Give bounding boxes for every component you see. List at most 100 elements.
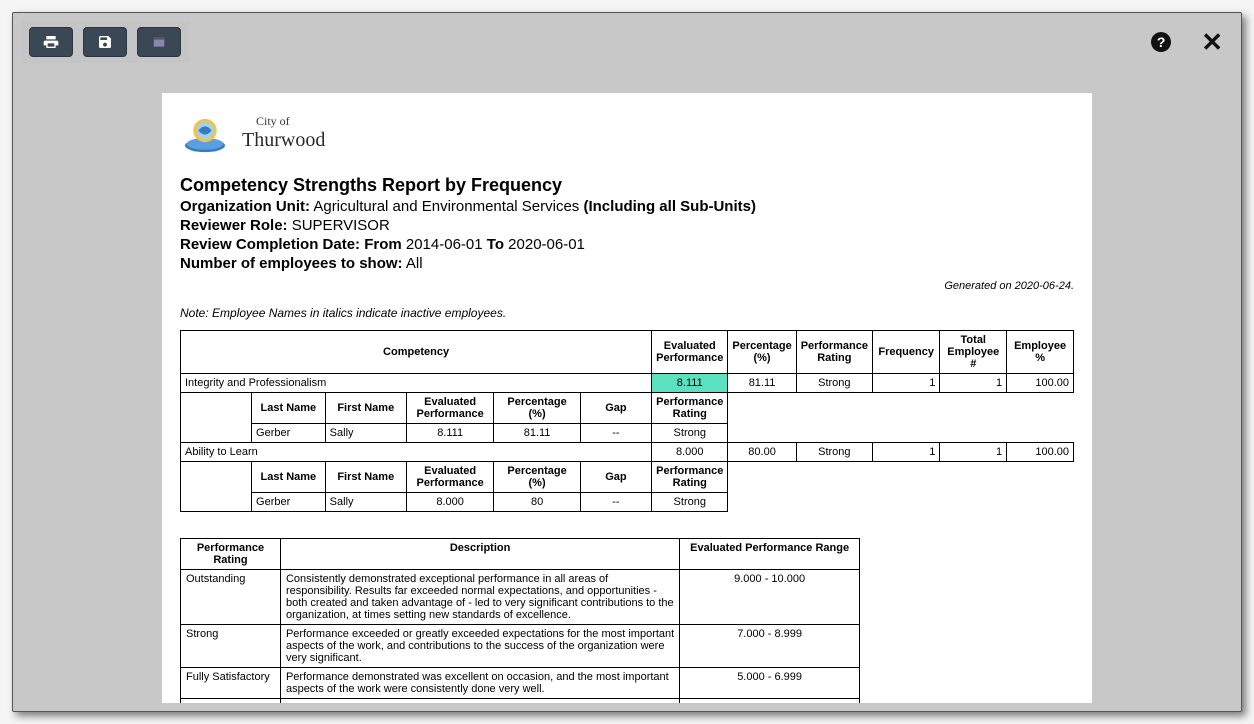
- report-window: ? ✕ City of Thurwood Competency Str: [12, 12, 1242, 712]
- rating-desc: Consistently demonstrated exceptional pe…: [280, 570, 679, 625]
- blank-cell: [181, 393, 252, 424]
- toolbar: ? ✕: [13, 13, 1241, 71]
- emp-rating: Strong: [652, 493, 728, 512]
- col-emp-pct: Employee %: [1007, 331, 1074, 374]
- rating-desc: Performance exceeded or greatly exceeded…: [280, 625, 679, 668]
- competency-name: Ability to Learn: [181, 443, 652, 462]
- col-rating-range: Evaluated Performance Range: [680, 539, 860, 570]
- competency-freq: 1: [872, 374, 939, 393]
- save-button[interactable]: [83, 27, 127, 57]
- col-perf-rating: Performance Rating: [796, 331, 872, 374]
- col-rating-name: Performance Rating: [181, 539, 281, 570]
- competency-row: Integrity and Professionalism 8.111 81.1…: [181, 374, 1074, 393]
- rating-range: 5.000 - 6.999: [680, 668, 860, 699]
- report-page: City of Thurwood Competency Strengths Re…: [162, 93, 1092, 703]
- export-word-button[interactable]: [137, 27, 181, 57]
- col-gap: Gap: [580, 393, 651, 424]
- col-competency: Competency: [181, 331, 652, 374]
- emp-pct: 81.11: [494, 424, 580, 443]
- rating-range: 9.000 - 10.000: [680, 570, 860, 625]
- org-label: Organization Unit:: [180, 198, 310, 215]
- rating-desc: Performance in many areas was good, but …: [280, 699, 679, 704]
- print-button[interactable]: [29, 27, 73, 57]
- rating-name: Outstanding: [181, 570, 281, 625]
- report-meta: Competency Strengths Report by Frequency…: [180, 175, 1074, 272]
- close-button[interactable]: ✕: [1201, 29, 1223, 55]
- rating-name: Needs Improvement: [181, 699, 281, 704]
- col-pct2: Percentage (%): [494, 462, 580, 493]
- document-icon: [151, 35, 167, 49]
- col-eval2: Evaluated Performance: [406, 462, 494, 493]
- help-button[interactable]: ?: [1151, 32, 1171, 52]
- printer-icon: [42, 34, 60, 50]
- reviewer-value: SUPERVISOR: [292, 217, 390, 234]
- col-rating2: Performance Rating: [652, 393, 728, 424]
- competency-total: 1: [940, 443, 1007, 462]
- col-rating2: Performance Rating: [652, 462, 728, 493]
- competency-table: Competency Evaluated Performance Percent…: [180, 330, 1074, 512]
- col-pct2: Percentage (%): [494, 393, 580, 424]
- save-icon: [97, 34, 113, 50]
- toolbar-button-group: [21, 21, 189, 63]
- blank-cell: [181, 493, 252, 512]
- emp-rating: Strong: [652, 424, 728, 443]
- rating-row: Outstanding Consistently demonstrated ex…: [181, 570, 860, 625]
- detail-header-row: Last Name First Name Evaluated Performan…: [181, 462, 1074, 493]
- rating-name: Strong: [181, 625, 281, 668]
- col-total-emp: Total Employee #: [940, 331, 1007, 374]
- competency-total: 1: [940, 374, 1007, 393]
- table-header-row: Competency Evaluated Performance Percent…: [181, 331, 1074, 374]
- numemp-value: All: [406, 255, 423, 272]
- col-percentage: Percentage (%): [728, 331, 796, 374]
- col-rating-desc: Description: [280, 539, 679, 570]
- blank-cell: [728, 393, 1074, 443]
- col-first: First Name: [325, 462, 406, 493]
- reviewer-label: Reviewer Role:: [180, 217, 288, 234]
- col-last: Last Name: [252, 462, 326, 493]
- col-last: Last Name: [252, 393, 326, 424]
- detail-header-row: Last Name First Name Evaluated Performan…: [181, 393, 1074, 424]
- emp-gap: --: [580, 424, 651, 443]
- org-suffix: (Including all Sub-Units): [583, 198, 756, 215]
- col-frequency: Frequency: [872, 331, 939, 374]
- competency-emppct: 100.00: [1007, 374, 1074, 393]
- competency-eval: 8.111: [652, 374, 728, 393]
- emp-last: Gerber: [252, 424, 326, 443]
- window-controls: ? ✕: [1151, 29, 1223, 55]
- competency-rating: Strong: [796, 374, 872, 393]
- col-first: First Name: [325, 393, 406, 424]
- brand-prefix: City of: [256, 114, 325, 129]
- rating-desc: Performance demonstrated was excellent o…: [280, 668, 679, 699]
- competency-emppct: 100.00: [1007, 443, 1074, 462]
- rating-row: Fully Satisfactory Performance demonstra…: [181, 668, 860, 699]
- report-note: Note: Employee Names in italics indicate…: [180, 306, 1074, 320]
- rating-row: Strong Performance exceeded or greatly e…: [181, 625, 860, 668]
- date-line: Review Completion Date: From 2014-06-01 …: [180, 236, 1074, 253]
- org-line: Organization Unit: Agricultural and Envi…: [180, 198, 1074, 215]
- brand-text: City of Thurwood: [242, 114, 325, 152]
- numemp-line: Number of employees to show: All: [180, 255, 1074, 272]
- rating-name: Fully Satisfactory: [181, 668, 281, 699]
- rating-range: 7.000 - 8.999: [680, 625, 860, 668]
- competency-rating: Strong: [796, 443, 872, 462]
- competency-name: Integrity and Professionalism: [181, 374, 652, 393]
- date-label: Review Completion Date:: [180, 236, 360, 253]
- rating-range: 3.000 - 4.999: [680, 699, 860, 704]
- city-logo-icon: [180, 111, 230, 155]
- document-scroll-area[interactable]: City of Thurwood Competency Strengths Re…: [21, 73, 1233, 703]
- competency-row: Ability to Learn 8.000 80.00 Strong 1 1 …: [181, 443, 1074, 462]
- rating-row: Needs Improvement Performance in many ar…: [181, 699, 860, 704]
- emp-first: Sally: [325, 424, 406, 443]
- emp-last: Gerber: [252, 493, 326, 512]
- org-value: Agricultural and Environmental Services: [313, 198, 579, 215]
- emp-pct: 80: [494, 493, 580, 512]
- competency-eval: 8.000: [652, 443, 728, 462]
- col-gap: Gap: [580, 462, 651, 493]
- date-to-label: To: [487, 236, 504, 253]
- date-from: 2014-06-01: [406, 236, 483, 253]
- emp-eval: 8.111: [406, 424, 494, 443]
- reviewer-line: Reviewer Role: SUPERVISOR: [180, 217, 1074, 234]
- date-from-label: From: [364, 236, 402, 253]
- emp-first: Sally: [325, 493, 406, 512]
- date-to: 2020-06-01: [508, 236, 585, 253]
